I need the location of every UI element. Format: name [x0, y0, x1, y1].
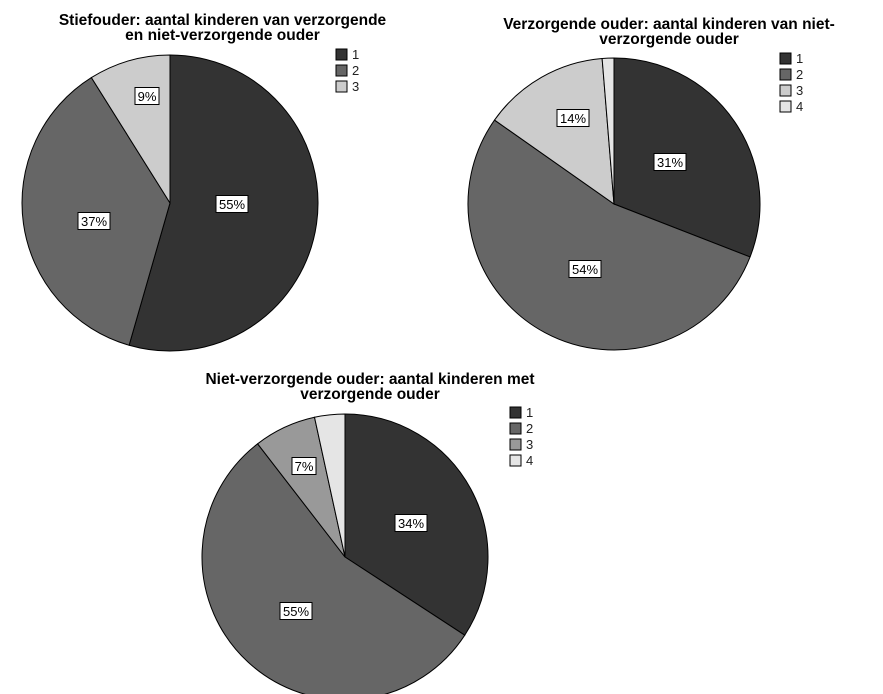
pie-2-legend-item-2: 2 [779, 67, 803, 82]
legend-swatch [335, 64, 348, 77]
pie-1-data-label-1: 55% [215, 195, 249, 213]
chart-2-title: Verzorgende ouder: aantal kinderen van n… [446, 16, 883, 48]
pie-2-legend-item-1: 1 [779, 51, 803, 66]
svg-text:55%: 55% [219, 197, 245, 212]
pie-3-slice-4 [313, 413, 346, 558]
legend-swatch [335, 48, 348, 61]
legend-label: 2 [526, 421, 533, 436]
legend-swatch [779, 84, 792, 97]
pie-3-data-label-3: 7% [291, 457, 317, 475]
pie-3-legend-item-1: 1 [509, 405, 533, 420]
pie-3-slice-2 [201, 443, 466, 694]
chart-2-title-line-2: verzorgende ouder [599, 31, 739, 48]
legend-label: 1 [526, 405, 533, 420]
legend-swatch [779, 52, 792, 65]
svg-text:34%: 34% [398, 516, 424, 531]
legend-swatch [509, 454, 522, 467]
legend-swatch [509, 406, 522, 419]
pie-2-legend-item-4: 4 [779, 99, 803, 114]
legend-swatch [779, 68, 792, 81]
chart-1-title-line-2: en niet-verzorgende ouder [125, 27, 320, 44]
legend-swatch [779, 100, 792, 113]
chart-3-title-line-1: Niet-verzorgende ouder: aantal kinderen … [205, 371, 535, 388]
svg-text:55%: 55% [283, 604, 309, 619]
chart-1-title: Stiefouder: aantal kinderen van verzorge… [0, 12, 445, 44]
legend-swatch [335, 80, 348, 93]
legend-label: 1 [796, 51, 803, 66]
chart-3-title: Niet-verzorgende ouder: aantal kinderen … [130, 371, 610, 403]
svg-text:31%: 31% [657, 155, 683, 170]
legend-label: 1 [352, 47, 359, 62]
pie-3-legend-item-2: 2 [509, 421, 533, 436]
pie-3-legend-item-3: 3 [509, 437, 533, 452]
pie-2-slice-3 [493, 57, 615, 206]
svg-text:9%: 9% [138, 89, 157, 104]
chart-3-title-line-2: verzorgende ouder [300, 386, 440, 403]
legend-label: 3 [796, 83, 803, 98]
pie-chart-2: 31% 54% 14% [467, 57, 761, 351]
pie-3-data-label-2: 55% [279, 602, 313, 620]
legend-label: 3 [526, 437, 533, 452]
pie-chart-1: 55% 37% 9% [21, 54, 319, 352]
svg-text:14%: 14% [560, 111, 586, 126]
legend-swatch [509, 438, 522, 451]
pie-2-slice-4 [601, 57, 615, 205]
pie-1-legend-item-1: 1 [335, 47, 359, 62]
svg-text:7%: 7% [295, 459, 314, 474]
pie-1-legend: 123 [335, 47, 359, 94]
pie-2-slice-1 [613, 57, 761, 258]
legend-swatch [509, 422, 522, 435]
legend-label: 4 [526, 453, 533, 468]
pie-chart-3: 34% 55% 7% [201, 413, 489, 694]
legend-label: 2 [796, 67, 803, 82]
svg-text:37%: 37% [81, 214, 107, 229]
legend-label: 2 [352, 63, 359, 78]
legend-label: 3 [352, 79, 359, 94]
svg-text:54%: 54% [572, 262, 598, 277]
pie-1-legend-item-2: 2 [335, 63, 359, 78]
pie-1-legend-item-3: 3 [335, 79, 359, 94]
pie-3-legend-item-4: 4 [509, 453, 533, 468]
pie-2-slice-2 [467, 119, 751, 351]
chart-1-title-line-1: Stiefouder: aantal kinderen van verzorge… [58, 12, 387, 29]
pie-3-data-label-1: 34% [394, 514, 428, 532]
legend-label: 4 [796, 99, 803, 114]
pie-2-data-label-1: 31% [653, 153, 687, 171]
pie-1-data-label-3: 9% [134, 87, 160, 105]
pie-2-data-label-3: 14% [556, 109, 590, 127]
pie-2-data-label-2: 54% [568, 260, 602, 278]
pie-2-legend-item-3: 3 [779, 83, 803, 98]
chart-2-title-line-1: Verzorgende ouder: aantal kinderen van n… [503, 16, 835, 33]
pie-1-data-label-2: 37% [77, 212, 111, 230]
